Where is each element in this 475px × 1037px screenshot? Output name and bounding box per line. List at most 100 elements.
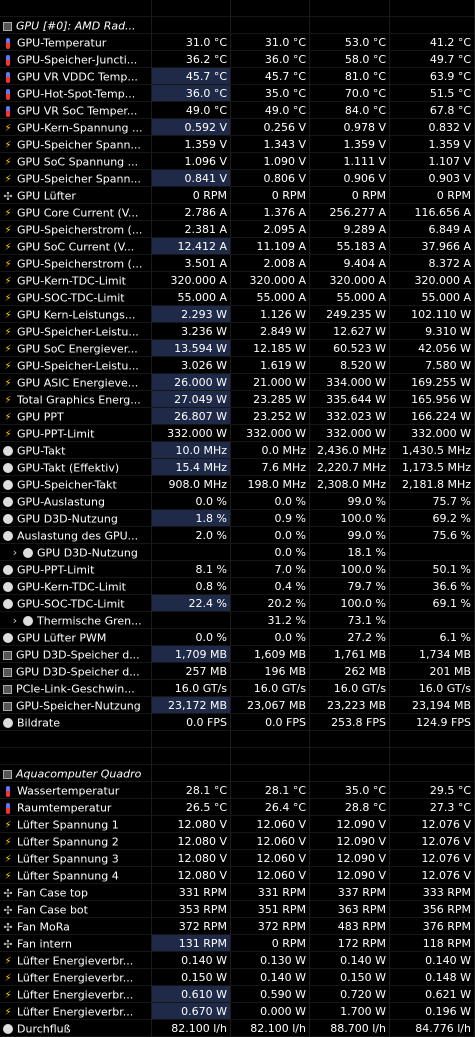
min-value: 196 MB <box>231 663 310 680</box>
min-value: 7.6 MHz <box>231 459 310 476</box>
min-value: 1.343 V <box>231 136 310 153</box>
sensor-row[interactable]: Raumtemperatur 26.5 °C 26.4 °C 28.8 °C 27.3 … <box>0 799 475 816</box>
sensor-row[interactable]: ⚡ GPU-SOC-TDC-Limit 55.000 A 55.000 A 55.000… <box>0 289 475 306</box>
thermometer-icon <box>2 785 14 798</box>
sensor-row[interactable]: ⚡ GPU-Speicher Spann... 0.841 V 0.806 V 0.90… <box>0 170 475 187</box>
empty-cell <box>152 748 231 765</box>
sensor-row[interactable]: GPU Lüfter PWM 0.0 % 0.0 % 27.2 % 6.1 % <box>0 629 475 646</box>
sensor-row[interactable]: ✣ Fan Case bot 353 RPM 351 RPM 363 RPM 356 RP… <box>0 901 475 918</box>
sensor-label: ⚡ Lüfter Spannung 1 <box>0 816 152 833</box>
sensor-row[interactable]: ✣ Fan MoRa 372 RPM 372 RPM 483 RPM 376 RPM <box>0 918 475 935</box>
sensor-row[interactable]: ⚡ GPU Core Current (V... 2.786 A 1.376 A 256… <box>0 204 475 221</box>
sensor-row[interactable]: GPU-Auslastung 0.0 % 0.0 % 99.0 % 75.7 % <box>0 493 475 510</box>
sensor-row[interactable]: ⚡ GPU ASIC Energieve... 26.000 W 21.000 W 33… <box>0 374 475 391</box>
sensor-label: GPU D3D-Speicher d... <box>0 646 152 663</box>
sensor-row[interactable]: Bildrate 0.0 FPS 0.0 FPS 253.8 FPS 124.9 FPS <box>0 714 475 731</box>
sensor-row[interactable]: ⚡ Lüfter Energieverbr... 0.610 W 0.590 W 0.7… <box>0 986 475 1003</box>
sensor-row[interactable]: Auslastung des GPU... 2.0 % 0.0 % 99.0 % 75.… <box>0 527 475 544</box>
sensor-row[interactable]: Wassertemperatur 28.1 °C 28.1 °C 35.0 °C 29.… <box>0 782 475 799</box>
sensor-row[interactable]: ⚡ GPU-Kern-TDC-Limit 320.000 A 320.000 A 320… <box>0 272 475 289</box>
sensor-row[interactable]: GPU-PPT-Limit 8.1 % 7.0 % 100.0 % 50.1 % <box>0 561 475 578</box>
sensor-row[interactable]: ⚡ Lüfter Spannung 1 12.080 V 12.060 V 12.090… <box>0 816 475 833</box>
current-value: 49.0 °C <box>152 102 231 119</box>
avg-value: 41.2 °C <box>390 34 475 51</box>
sensor-name: Fan MoRa <box>17 920 70 934</box>
sensor-row[interactable]: › Thermische Gren... 31.2 % 73.1 % <box>0 612 475 629</box>
sensor-row[interactable]: ⚡ GPU-Speicher-Leistu... 3.026 W 1.619 W 8.5… <box>0 357 475 374</box>
sensor-label: GPU D3D-Nutzung <box>0 510 152 527</box>
sensor-row[interactable]: Durchfluß 82.100 l/h 82.100 l/h 88.700 l/h 8… <box>0 1020 475 1037</box>
sensor-label: GPU-SOC-TDC-Limit <box>0 595 152 612</box>
sensor-name: Auslastung des GPU... <box>17 529 139 543</box>
sensor-row[interactable]: GPU D3D-Speicher d... 1,709 MB 1,609 MB 1,7… <box>0 646 475 663</box>
sensor-row[interactable]: ⚡ Lüfter Spannung 4 12.080 V 12.060 V 12.090… <box>0 867 475 884</box>
sensor-row[interactable]: ✣ Fan intern 131 RPM 0 RPM 172 RPM 118 RPM <box>0 935 475 952</box>
sensor-row[interactable]: ⚡ Lüfter Spannung 2 12.080 V 12.060 V 12.090… <box>0 833 475 850</box>
sensor-name: GPU-Speicher-Nutzung <box>16 699 141 713</box>
current-value: 1,709 MB <box>152 646 231 663</box>
sensor-row[interactable]: ⚡ GPU SoC Spannung ... 1.096 V 1.090 V 1.111… <box>0 153 475 170</box>
sensor-row[interactable]: GPU D3D-Speicher d... 257 MB 196 MB 262 MB 2… <box>0 663 475 680</box>
header-cell <box>231 17 310 34</box>
sensor-name: GPU D3D-Nutzung <box>17 512 118 526</box>
sensor-row[interactable]: ⚡ Lüfter Energieverbr... 0.150 W 0.140 W 0.1… <box>0 969 475 986</box>
sensor-row[interactable]: ⚡ GPU Kern-Leistungs... 2.293 W 1.126 W 249.… <box>0 306 475 323</box>
sensor-row[interactable]: GPU-Kern-TDC-Limit 0.8 % 0.4 % 79.7 % 36.6 % <box>0 578 475 595</box>
sensor-row[interactable]: ⚡ GPU-Speicher Spann... 1.359 V 1.343 V 1.35… <box>0 136 475 153</box>
avg-value: 0.148 W <box>390 969 475 986</box>
sensor-row[interactable]: GPU-Takt (Effektiv) 15.4 MHz 7.6 MHz 2,220.… <box>0 459 475 476</box>
sensor-row[interactable]: ✣ Fan Case top 331 RPM 331 RPM 337 RPM 333 RP… <box>0 884 475 901</box>
sensor-row[interactable]: ⚡ GPU-Speicherstrom (... 3.501 A 2.008 A 9.4… <box>0 255 475 272</box>
sensor-row[interactable]: GPU-Takt 10.0 MHz 0.0 MHz 2,436.0 MHz 1,430.… <box>0 442 475 459</box>
min-value: 1.126 W <box>231 306 310 323</box>
max-value: 12.090 V <box>310 833 390 850</box>
sensor-row[interactable]: ⚡ GPU SoC Current (V... 12.412 A 11.109 A 55… <box>0 238 475 255</box>
sensor-row[interactable]: GPU-Speicher-Takt 908.0 MHz 198.0 MHz 2,308… <box>0 476 475 493</box>
empty-cell <box>310 748 390 765</box>
sensor-row[interactable]: ⚡ GPU SoC Energiever... 13.594 W 12.185 W 60… <box>0 340 475 357</box>
sensor-row[interactable]: GPU-Speicher-Juncti... 36.2 °C 36.0 °C 58.0… <box>0 51 475 68</box>
avg-value: 356 RPM <box>390 901 475 918</box>
sensor-name: GPU PPT <box>17 410 64 424</box>
current-value: 8.1 % <box>152 561 231 578</box>
section-header[interactable]: Aquacomputer Quadro <box>0 765 475 782</box>
sensor-row[interactable]: ⚡ GPU-Kern-Spannung ... 0.592 V 0.256 V 0.97… <box>0 119 475 136</box>
current-value: 12.412 A <box>152 238 231 255</box>
avg-value: 69.1 % <box>390 595 475 612</box>
sensor-name: GPU-PPT-Limit <box>17 427 95 441</box>
sensor-name: GPU D3D-Speicher d... <box>16 665 140 679</box>
sensor-row[interactable]: GPU-Speicher-Nutzung 23,172 MB 23,067 MB 23… <box>0 697 475 714</box>
sensor-row[interactable]: GPU VR SoC Temper... 49.0 °C 49.0 °C 84.0 °… <box>0 102 475 119</box>
max-value: 53.0 °C <box>310 34 390 51</box>
sensor-row[interactable]: GPU-Temperatur 31.0 °C 31.0 °C 53.0 °C 41.2 … <box>0 34 475 51</box>
sensor-row[interactable]: GPU VR VDDC Temp... 45.7 °C 45.7 °C 81.0 °C… <box>0 68 475 85</box>
chevron-right-icon[interactable]: › <box>12 614 18 627</box>
sensor-name: Fan Case bot <box>17 903 88 917</box>
max-value: 70.0 °C <box>310 85 390 102</box>
sensor-row[interactable]: › GPU D3D-Nutzung 0.0 % 18.1 % <box>0 544 475 561</box>
sensor-row[interactable]: ✣ GPU Lüfter 0 RPM 0 RPM 0 RPM 0 RPM <box>0 187 475 204</box>
sensor-row[interactable]: GPU-SOC-TDC-Limit 22.4 % 20.2 % 100.0 % 69.1… <box>0 595 475 612</box>
sensor-name: Lüfter Energieverbr... <box>17 954 134 968</box>
sensor-row[interactable]: GPU-Hot-Spot-Temp... 36.0 °C 35.0 °C 70.0 °… <box>0 85 475 102</box>
current-value: 26.5 °C <box>152 799 231 816</box>
current-value: 0.140 W <box>152 952 231 969</box>
sensor-row[interactable]: ⚡ Lüfter Energieverbr... 0.140 W 0.130 W 0.1… <box>0 952 475 969</box>
sensor-row[interactable]: ⚡ GPU-Speicherstrom (... 2.381 A 2.095 A 9.2… <box>0 221 475 238</box>
section-header[interactable]: GPU [#0]: AMD Rad... <box>0 17 475 34</box>
sensor-row[interactable]: ⚡ GPU-PPT-Limit 332.000 W 332.000 W 332.000 … <box>0 425 475 442</box>
chevron-right-icon[interactable]: › <box>12 546 18 559</box>
sensor-row[interactable]: ⚡ GPU-Speicher-Leistu... 3.236 W 2.849 W 12.… <box>0 323 475 340</box>
lightning-icon: ⚡ <box>4 156 12 168</box>
sensor-row[interactable]: ⚡ Total Graphics Energ... 27.049 W 23.285 W… <box>0 391 475 408</box>
current-value: 0.610 W <box>152 986 231 1003</box>
max-value: 332.023 W <box>310 408 390 425</box>
sensor-row[interactable]: ⚡ Lüfter Spannung 3 12.080 V 12.060 V 12.090… <box>0 850 475 867</box>
sensor-row[interactable]: GPU D3D-Nutzung 1.8 % 0.9 % 100.0 % 69.2 % <box>0 510 475 527</box>
sensor-row[interactable]: PCIe-Link-Geschwin... 16.0 GT/s 16.0 GT/s 1… <box>0 680 475 697</box>
sensor-row[interactable]: ⚡ GPU PPT 26.807 W 23.252 W 332.023 W 166.224… <box>0 408 475 425</box>
avg-value: 9.310 W <box>390 323 475 340</box>
sensor-name: Durchfluß <box>17 1022 71 1036</box>
empty-cell <box>390 748 475 765</box>
sensor-row[interactable]: ⚡ Lüfter Energieverbr... 0.670 W 0.000 W 1.7… <box>0 1003 475 1020</box>
